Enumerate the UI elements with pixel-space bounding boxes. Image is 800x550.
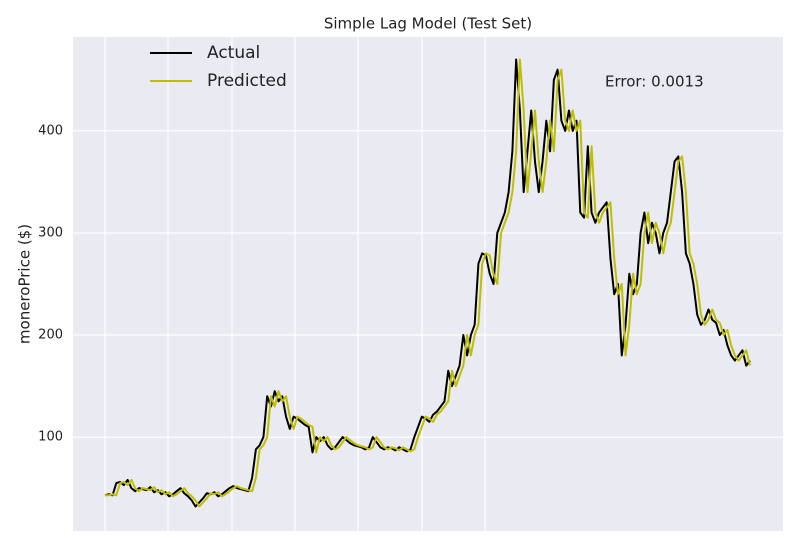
chart-title: Simple Lag Model (Test Set) bbox=[324, 15, 532, 33]
series-line bbox=[105, 58, 751, 508]
y-tick-label: 300 bbox=[38, 225, 63, 240]
legend-label: Predicted bbox=[207, 71, 287, 91]
grid: 100 200 300 400 bbox=[38, 37, 783, 531]
legend-label: Actual bbox=[207, 43, 260, 63]
y-tick-label: 100 bbox=[38, 430, 63, 445]
legend: Actual Predicted bbox=[150, 43, 287, 91]
y-tick-label: 400 bbox=[38, 123, 63, 138]
lines bbox=[104, 58, 751, 508]
annotation: Error: 0.0013 bbox=[605, 73, 704, 91]
y-axis-label: moneroPrice ($) bbox=[16, 224, 34, 344]
plot-area bbox=[73, 37, 783, 531]
y-tick-label: 200 bbox=[38, 328, 63, 343]
